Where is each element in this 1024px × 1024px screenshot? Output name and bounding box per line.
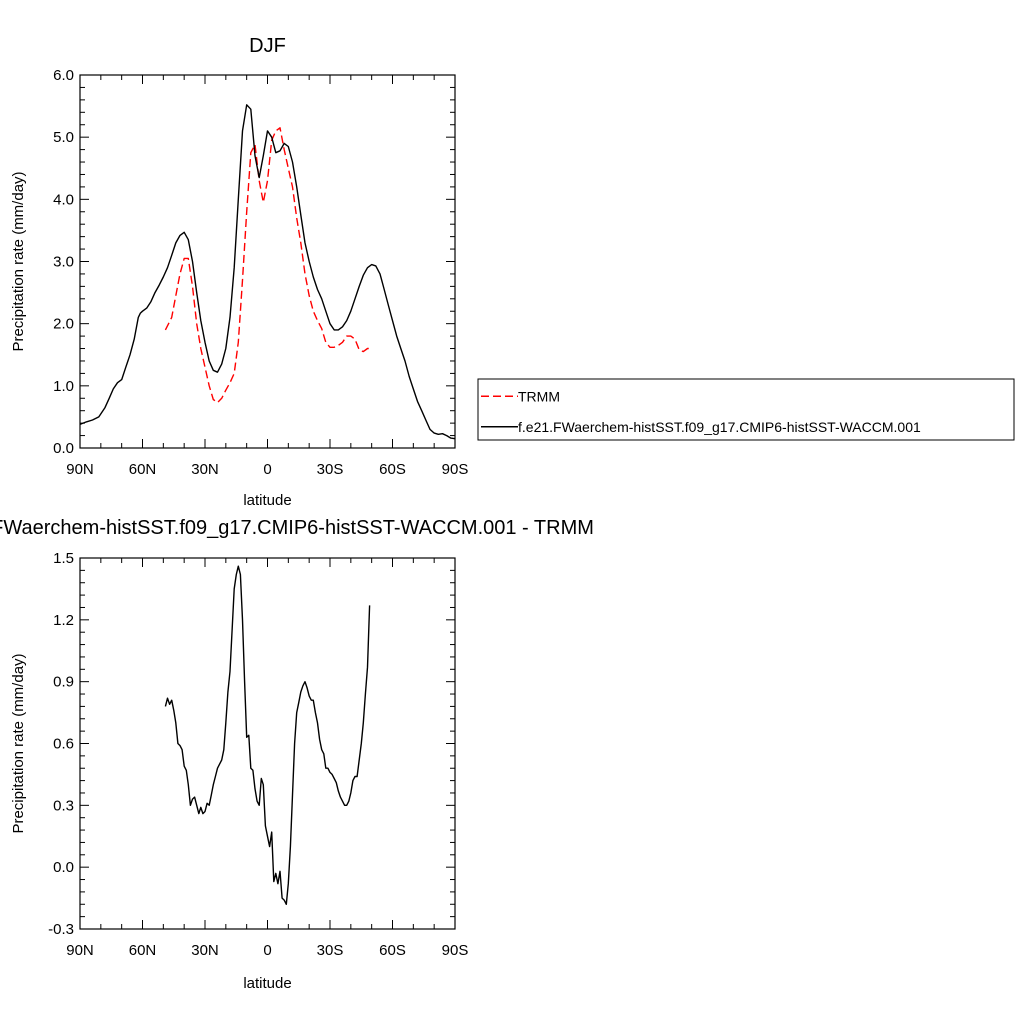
chart-title: DJF — [249, 35, 286, 57]
legend-label: f.e21.FWaerchem-histSST.f09_g17.CMIP6-hi… — [518, 419, 921, 435]
chart-title: f.e21.FWaerchem-histSST.f09_g17.CMIP6-hi… — [0, 517, 594, 539]
x-tick-label: 90S — [442, 461, 469, 478]
precip-difference-panel: f.e21.FWaerchem-histSST.f09_g17.CMIP6-hi… — [0, 517, 594, 992]
y-tick-label: 0.9 — [53, 674, 74, 691]
y-tick-label: 0.0 — [53, 440, 74, 457]
y-tick-label: 3.0 — [53, 254, 74, 271]
x-tick-label: 60S — [379, 942, 406, 959]
y-tick-label: -0.3 — [48, 921, 74, 938]
x-axis-label: latitude — [243, 492, 291, 509]
x-axis-label: latitude — [243, 975, 291, 992]
x-tick-label: 0 — [263, 461, 271, 478]
x-tick-label: 90N — [66, 461, 94, 478]
y-axis-label: Precipitation rate (mm/day) — [10, 653, 27, 833]
y-tick-label: 4.0 — [53, 191, 74, 208]
y-axis-label: Precipitation rate (mm/day) — [10, 171, 27, 351]
x-tick-label: 60N — [129, 461, 157, 478]
y-tick-label: 1.0 — [53, 378, 74, 395]
y-tick-label: 1.2 — [53, 612, 74, 629]
y-tick-label: 1.5 — [53, 550, 74, 567]
x-tick-label: 90N — [66, 942, 94, 959]
x-tick-label: 30S — [317, 461, 344, 478]
x-tick-label: 90S — [442, 942, 469, 959]
x-tick-label: 0 — [263, 942, 271, 959]
legend-label: TRMM — [518, 388, 560, 404]
plot-frame — [79, 557, 456, 930]
x-tick-label: 30N — [191, 942, 219, 959]
precip-zonal-mean-panel: DJF 90N 60N 30N 0 30S 60S 90S 0.0 1.0 2.0 3.0 4.0 5.0… — [10, 35, 1015, 509]
y-tick-label: 5.0 — [53, 129, 74, 146]
x-tick-label: 60N — [129, 942, 157, 959]
x-tick-label: 30S — [317, 942, 344, 959]
series-line-trmm — [164, 127, 370, 404]
y-tick-label: 0.3 — [53, 797, 74, 814]
y-tick-label: 2.0 — [53, 316, 74, 333]
y-tick-label: 0.6 — [53, 736, 74, 753]
x-tick-label: 30N — [191, 461, 219, 478]
y-tick-label: 6.0 — [53, 67, 74, 84]
x-tick-label: 60S — [379, 461, 406, 478]
legend-box — [477, 378, 1015, 441]
y-tick-label: 0.0 — [53, 859, 74, 876]
series-line-model — [79, 104, 456, 440]
legend: TRMM f.e21.FWaerchem-histSST.f09_g17.CMIP… — [477, 378, 1015, 441]
series-line-difference — [164, 565, 371, 905]
